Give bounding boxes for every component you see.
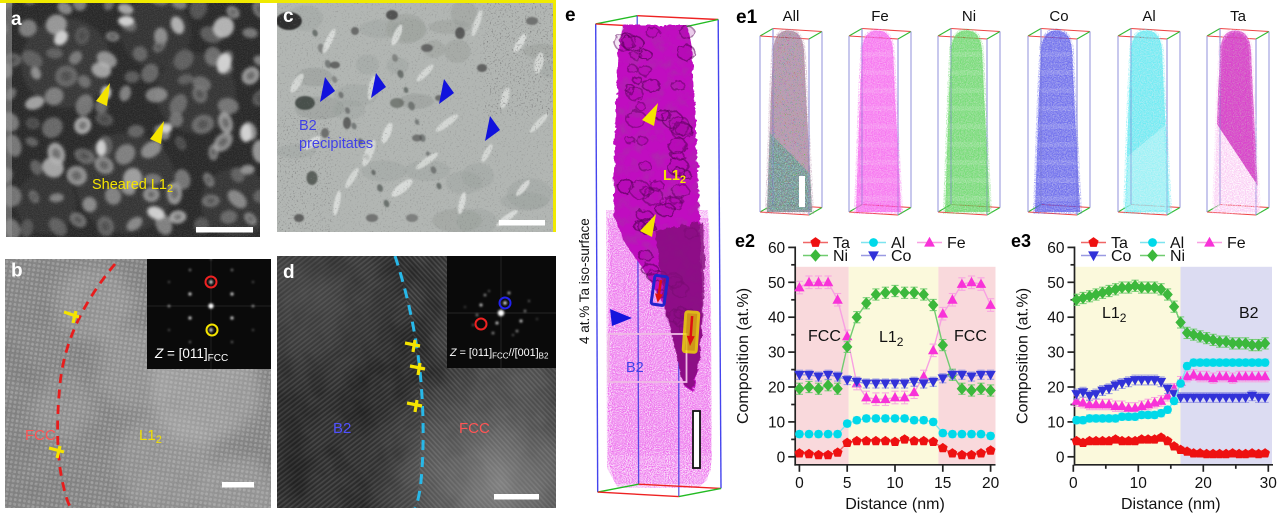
svg-text:FCC: FCC	[808, 328, 841, 345]
svg-text:d: d	[283, 262, 295, 283]
svg-text:60: 60	[768, 240, 786, 257]
svg-text:Fe: Fe	[871, 8, 889, 25]
svg-text:5: 5	[843, 475, 852, 492]
svg-text:20: 20	[1195, 475, 1213, 492]
svg-text:50: 50	[1047, 275, 1065, 292]
svg-text:Ni: Ni	[962, 8, 976, 25]
svg-text:Ta: Ta	[1230, 8, 1247, 25]
svg-text:Ni: Ni	[833, 248, 848, 265]
svg-text:Composition (at.%): Composition (at.%)	[1015, 288, 1032, 424]
svg-text:Co: Co	[891, 248, 912, 265]
svg-text:Distance (nm): Distance (nm)	[1121, 496, 1221, 513]
svg-text:40: 40	[1047, 310, 1065, 327]
svg-text:Al: Al	[891, 235, 905, 252]
svg-text:20: 20	[1047, 380, 1065, 397]
svg-text:B2: B2	[626, 360, 644, 376]
svg-text:Ta: Ta	[833, 235, 850, 252]
svg-text:Al: Al	[1142, 8, 1155, 25]
svg-text:10: 10	[886, 475, 904, 492]
svg-text:15: 15	[934, 475, 951, 492]
svg-text:20: 20	[982, 475, 1000, 492]
svg-text:0: 0	[1069, 475, 1078, 492]
svg-text:10: 10	[768, 414, 786, 431]
svg-text:20: 20	[768, 380, 786, 397]
svg-text:FCC: FCC	[459, 420, 490, 437]
svg-text:B2: B2	[333, 420, 351, 437]
svg-text:10: 10	[1047, 414, 1065, 431]
svg-text:e1: e1	[736, 7, 758, 28]
svg-text:e: e	[565, 5, 576, 26]
svg-text:b: b	[11, 261, 23, 282]
svg-text:Fe: Fe	[947, 235, 966, 252]
svg-text:B2: B2	[1239, 305, 1259, 322]
svg-text:FCC: FCC	[25, 427, 56, 444]
svg-text:10: 10	[1130, 475, 1148, 492]
svg-text:50: 50	[768, 275, 786, 292]
svg-text:0: 0	[1056, 449, 1065, 466]
svg-text:a: a	[11, 9, 22, 30]
svg-text:0: 0	[777, 449, 786, 466]
svg-text:Sheared L12: Sheared L12	[92, 177, 173, 195]
svg-text:B2: B2	[299, 118, 317, 134]
svg-text:30: 30	[1260, 475, 1278, 492]
svg-text:30: 30	[1047, 345, 1065, 362]
svg-text:Composition (at.%): Composition (at.%)	[735, 288, 752, 424]
svg-text:c: c	[283, 6, 294, 27]
svg-text:Co: Co	[1049, 8, 1068, 25]
svg-text:Al: Al	[1170, 235, 1184, 252]
svg-text:FCC: FCC	[954, 328, 987, 345]
svg-text:Ta: Ta	[1111, 235, 1128, 252]
svg-text:40: 40	[768, 310, 786, 327]
svg-text:All: All	[783, 8, 800, 25]
svg-text:Fe: Fe	[1227, 235, 1246, 252]
svg-text:30: 30	[768, 345, 786, 362]
svg-text:precipitates: precipitates	[299, 136, 373, 152]
svg-text:Distance (nm): Distance (nm)	[845, 496, 945, 513]
svg-text:Ni: Ni	[1170, 248, 1185, 265]
svg-text:0: 0	[795, 475, 804, 492]
svg-text:60: 60	[1047, 240, 1065, 257]
svg-text:Co: Co	[1111, 248, 1132, 265]
svg-text:Z = [011]FCC//[001]B2: Z = [011]FCC//[001]B2	[449, 347, 549, 361]
